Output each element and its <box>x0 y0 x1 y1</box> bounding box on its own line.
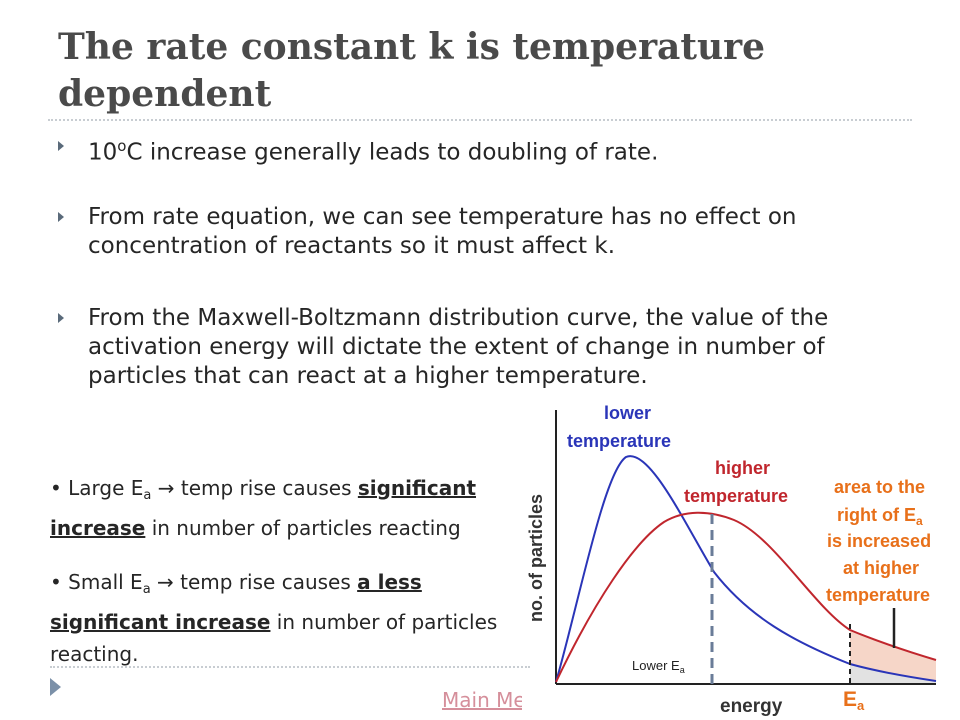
lower-temperature-curve <box>555 455 937 683</box>
higher-curve-label-line2: temperature <box>684 486 788 506</box>
play-triangle-icon[interactable] <box>50 678 61 696</box>
bullet-arrow-icon <box>58 313 64 323</box>
y-axis-label: no. of particles <box>526 494 546 622</box>
bullet-temperature-doubling: 10oC increase generally leads to doublin… <box>58 132 818 168</box>
area-label-line2: right of Ea <box>837 505 923 528</box>
bullet-rate-equation: From rate equation, we can see temperatu… <box>58 203 848 261</box>
slide-title: The rate constant k is temperature depen… <box>58 26 766 115</box>
lower-curve-label-line2: temperature <box>567 431 671 451</box>
bullet-arrow-icon <box>58 141 64 151</box>
area-label-line5: temperature <box>826 585 930 605</box>
bullet-text: From the Maxwell-Boltzmann distribution … <box>88 305 829 389</box>
area-label-line4: at higher <box>843 558 919 578</box>
title-divider <box>48 119 912 121</box>
note-small-ea: • Small Ea → temp rise causes a less sig… <box>50 570 498 666</box>
maxwell-boltzmann-diagram: no. of particles energy lower temperatur… <box>524 402 960 720</box>
shaded-area-right-of-ea <box>850 630 936 681</box>
footer-divider <box>50 666 530 668</box>
area-label-line1: area to the <box>834 477 925 497</box>
bullet-arrow-icon <box>58 212 64 222</box>
area-label-line3: is increased <box>827 531 931 551</box>
lower-ea-label: Lower Ea <box>632 658 685 675</box>
arrow-right-icon: → <box>151 476 181 500</box>
bullet-text: 10oC increase generally leads to doublin… <box>88 137 659 166</box>
bullet-maxwell-boltzmann: From the Maxwell-Boltzmann distribution … <box>58 304 878 391</box>
higher-curve-label-line1: higher <box>715 458 770 478</box>
distribution-svg: no. of particles energy lower temperatur… <box>526 403 937 717</box>
arrow-right-icon: → <box>150 570 181 594</box>
main-menu-link[interactable]: Main Menu <box>442 688 522 712</box>
note-large-ea: • Large Ea → temp rise causes significan… <box>50 476 477 540</box>
x-axis-label: energy <box>720 696 783 717</box>
higher-temperature-curve <box>555 511 937 683</box>
shaded-area-lower-region <box>850 664 936 684</box>
bullet-text: From rate equation, we can see temperatu… <box>88 204 797 259</box>
lower-curve-label-line1: lower <box>604 403 651 423</box>
ea-marker-label: Ea <box>843 688 865 713</box>
